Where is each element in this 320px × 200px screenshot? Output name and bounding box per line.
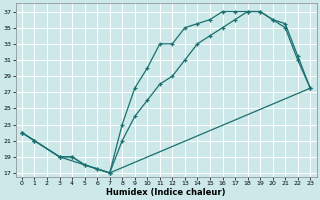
X-axis label: Humidex (Indice chaleur): Humidex (Indice chaleur): [106, 188, 226, 197]
